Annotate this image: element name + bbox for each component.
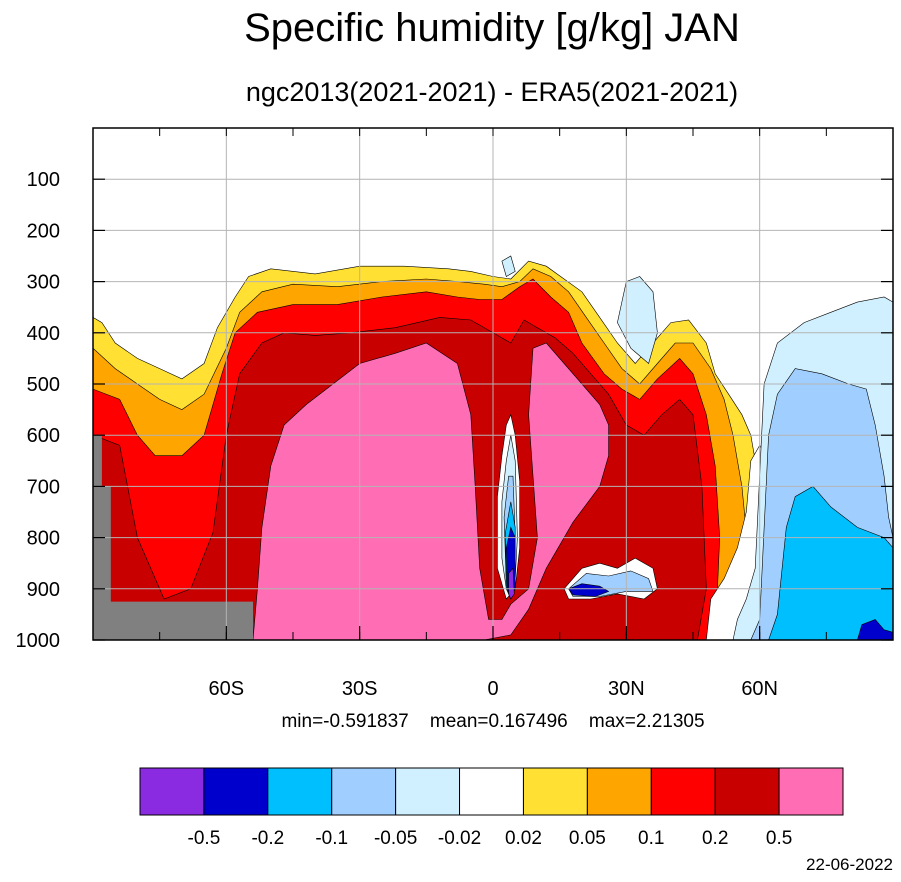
y-tick-label: 400 (27, 323, 60, 345)
axes: 60S 30S 0 30N 60N 100 200 300 400 500 600 700 800 900… (16, 128, 893, 700)
colorbar-label: -0.1 (315, 828, 348, 849)
contour-region-blue (857, 619, 893, 640)
colorbar-box (331, 767, 397, 816)
colorbar-box (522, 767, 588, 816)
colorbar-label: 0.05 (569, 828, 606, 849)
colorbar-label: 0.02 (505, 828, 542, 849)
x-tick-label: 60N (741, 678, 778, 700)
colorbar-box (650, 767, 716, 816)
stats-mean: mean=0.167496 (429, 711, 568, 732)
colorbar-label: 0.2 (702, 828, 728, 849)
colorbar-box (714, 767, 780, 816)
colorbar-box (778, 767, 844, 816)
y-tick-label: 1000 (16, 630, 61, 652)
contour-region-pink (252, 342, 609, 640)
y-tick-label: 200 (27, 220, 60, 242)
colorbar-label: -0.2 (251, 828, 284, 849)
y-tick-label: 800 (27, 528, 60, 550)
colorbar-box (267, 767, 333, 816)
contour-region-lightcyan (501, 255, 516, 277)
missing-data-region (93, 435, 253, 640)
date-stamp: 22-06-2022 (806, 855, 893, 874)
colorbar-box (203, 767, 269, 816)
colorbar-box (395, 767, 461, 816)
colorbar-label: -0.05 (374, 828, 417, 849)
contour-fills (93, 255, 893, 640)
y-tick-label: 900 (27, 579, 60, 601)
colorbar-box (139, 767, 205, 816)
y-tick-label: 600 (27, 425, 60, 447)
colorbar-label: -0.02 (438, 828, 481, 849)
colorbar-box (459, 767, 524, 816)
contour-region-cyan (768, 486, 893, 640)
y-tick-label: 100 (27, 169, 60, 191)
x-tick-label: 60S (209, 678, 245, 700)
chart-title: Specific humidity [g/kg] JAN (244, 6, 740, 50)
y-tick-label: 500 (27, 374, 60, 396)
y-tick-label: 300 (27, 272, 60, 294)
stats-line: min=-0.591837 mean=0.167496 max=2.21305 (93, 710, 893, 734)
stats-min: min=-0.591837 (281, 711, 409, 732)
colorbar: -0.5 -0.2 -0.1 -0.05 -0.02 0.02 0.05 0.1 0.2 0.5 (139, 767, 844, 849)
y-tick-label: 700 (27, 476, 60, 498)
contour-region-violet (508, 567, 515, 600)
contour-region-lightcyan (617, 276, 658, 365)
contour-region-blue (568, 583, 610, 597)
chart-subtitle: ngc2013(2021-2021) - ERA5(2021-2021) (245, 77, 739, 107)
colorbar-label: -0.5 (188, 828, 221, 849)
colorbar-label: 0.1 (638, 828, 664, 849)
stats-max: max=2.21305 (588, 711, 705, 732)
x-tick-label: 30N (608, 678, 645, 700)
x-tick-label: 0 (487, 678, 498, 700)
x-tick-label: 30S (342, 678, 378, 700)
colorbar-box (586, 767, 652, 816)
colorbar-label: 0.5 (766, 828, 792, 849)
